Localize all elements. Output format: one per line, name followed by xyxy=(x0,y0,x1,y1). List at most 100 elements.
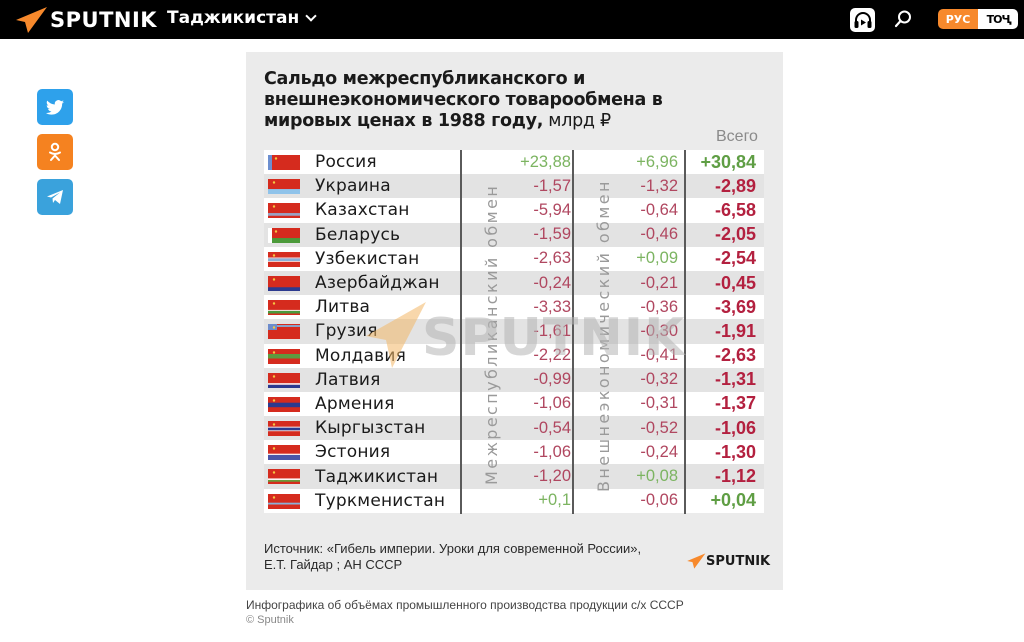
infographic-card: Сальдо межреспубликанского и внешнеэконо… xyxy=(246,52,783,590)
table-row: Казахстан -5,94 -0,64 -6,58 xyxy=(264,198,764,223)
republic-flag-icon xyxy=(268,179,300,195)
infographic-title: Сальдо межреспубликанского и внешнеэконо… xyxy=(264,69,684,132)
card-sputnik-logo: SPUTNIK xyxy=(686,552,770,570)
card-logo-text: SPUTNIK xyxy=(706,553,771,569)
republic-flag-icon xyxy=(268,227,300,243)
republic-flag-icon xyxy=(268,324,300,340)
table-row: Таджикистан -1,20 +0,08 -1,12 xyxy=(264,464,764,489)
search-icon xyxy=(894,10,911,28)
inter-republic-value: -1,57 xyxy=(533,176,571,195)
share-twitter-button[interactable] xyxy=(37,89,73,125)
republic-flag-icon xyxy=(268,300,300,316)
table-row: Литва -3,33 -0,36 -3,69 xyxy=(264,295,764,320)
foreign-trade-value: +0,08 xyxy=(636,467,678,486)
inter-republic-value: -5,94 xyxy=(533,200,571,219)
inter-republic-value: +23,88 xyxy=(520,152,571,171)
republic-flag-icon xyxy=(268,275,300,291)
inter-republic-value: -1,06 xyxy=(533,442,571,461)
country-name: Эстония xyxy=(315,442,391,463)
total-value: -1,06 xyxy=(714,417,756,438)
search-button[interactable] xyxy=(893,9,913,29)
odnoklassniki-icon xyxy=(49,142,61,161)
foreign-trade-value: -0,32 xyxy=(640,370,678,389)
republic-flag-icon xyxy=(268,348,300,364)
republic-flag-icon xyxy=(268,493,300,509)
inter-republic-value: -2,22 xyxy=(533,346,571,365)
source-line-1: Источник: «Гибель империи. Уроки для сов… xyxy=(264,541,642,556)
table-row: Украина -1,57 -1,32 -2,89 xyxy=(264,174,764,199)
total-value: -0,45 xyxy=(714,272,756,293)
country-name: Грузия xyxy=(315,321,378,342)
sputnik-logo-icon xyxy=(16,7,47,33)
republic-flag-icon xyxy=(268,155,300,170)
title-text: Сальдо межреспубликанского и внешнеэконо… xyxy=(264,69,663,131)
country-name: Таджикистан xyxy=(315,466,439,487)
share-odnoklassniki-button[interactable] xyxy=(37,134,73,170)
country-name: Молдавия xyxy=(315,345,406,366)
country-name: Украина xyxy=(315,176,391,197)
image-caption: Инфографика об объёмах промышленного про… xyxy=(246,598,684,612)
country-name: Россия xyxy=(315,152,377,173)
table-row: Беларусь -1,59 -0,46 -2,05 xyxy=(264,222,764,247)
table-row: Молдавия -2,22 -0,41 -2,63 xyxy=(264,343,764,368)
trade-balance-table: Россия +23,88 +6,96 +30,84 Украина -1,57 -1,32… xyxy=(264,150,764,513)
column-divider xyxy=(460,150,462,514)
foreign-trade-column-label: Внешнеэкономический обмен xyxy=(594,179,613,492)
inter-republic-value: -3,33 xyxy=(533,297,571,316)
top-navigation-bar: SPUTNIK Таджикистан РУС ТОҶ xyxy=(0,0,1024,39)
total-value: -1,91 xyxy=(714,320,756,341)
country-name: Туркменистан xyxy=(315,490,446,511)
total-value: +30,84 xyxy=(700,151,756,172)
source-note: Источник: «Гибель империи. Уроки для сов… xyxy=(264,541,641,573)
country-name: Литва xyxy=(315,297,371,318)
foreign-trade-value: -0,30 xyxy=(640,321,678,340)
total-value: -2,05 xyxy=(714,224,756,245)
foreign-trade-value: +6,96 xyxy=(636,152,678,171)
republic-flag-icon xyxy=(268,396,300,412)
headphones-play-icon xyxy=(854,12,871,28)
inter-republic-value: +0,1 xyxy=(538,491,571,510)
foreign-trade-value: -0,64 xyxy=(640,200,678,219)
total-value: -1,31 xyxy=(714,369,756,390)
republic-flag-icon xyxy=(268,469,300,485)
image-credit: © Sputnik xyxy=(246,614,294,626)
republic-flag-icon xyxy=(268,251,300,267)
language-switch: РУС ТОҶ xyxy=(938,9,1018,29)
total-column-header: Всего xyxy=(716,128,758,145)
foreign-trade-value: -0,41 xyxy=(640,346,678,365)
country-name: Казахстан xyxy=(315,200,410,221)
total-value: -1,30 xyxy=(714,441,756,462)
lang-tj-button[interactable]: ТОҶ xyxy=(978,9,1018,29)
table-row: Узбекистан -2,63 +0,09 -2,54 xyxy=(264,246,764,271)
table-row: Туркменистан +0,1 -0,06 +0,04 xyxy=(264,488,764,513)
total-value: -2,63 xyxy=(714,345,756,366)
inter-republic-value: -1,20 xyxy=(533,467,571,486)
republic-flag-icon xyxy=(268,421,300,437)
total-value: -1,12 xyxy=(714,466,756,487)
inter-republic-value: -0,99 xyxy=(533,370,571,389)
audio-button[interactable] xyxy=(850,8,875,32)
republic-flag-icon xyxy=(268,203,300,219)
lang-ru-button[interactable]: РУС xyxy=(938,9,978,29)
total-value: -2,89 xyxy=(714,175,756,196)
chevron-down-icon xyxy=(305,10,317,22)
foreign-trade-value: -1,32 xyxy=(640,176,678,195)
country-name: Кыргызстан xyxy=(315,418,426,439)
inter-republic-value: -2,63 xyxy=(533,249,571,268)
republic-flag-icon xyxy=(268,445,300,461)
inter-republic-value: -0,54 xyxy=(533,418,571,437)
country-name: Латвия xyxy=(315,369,381,390)
foreign-trade-value: -0,31 xyxy=(640,394,678,413)
country-name: Азербайджан xyxy=(315,273,440,294)
country-name: Армения xyxy=(315,393,395,414)
foreign-trade-value: -0,36 xyxy=(640,297,678,316)
table-row: Кыргызстан -0,54 -0,52 -1,06 xyxy=(264,416,764,441)
republic-flag-icon xyxy=(268,372,300,388)
share-telegram-button[interactable] xyxy=(37,179,73,215)
table-row: Латвия -0,99 -0,32 -1,31 xyxy=(264,367,764,392)
sputnik-logo[interactable]: SPUTNIK xyxy=(14,6,157,34)
region-selector[interactable]: Таджикистан xyxy=(167,8,317,28)
twitter-icon xyxy=(46,99,64,115)
total-value: -3,69 xyxy=(714,296,756,317)
country-name: Беларусь xyxy=(315,224,401,245)
